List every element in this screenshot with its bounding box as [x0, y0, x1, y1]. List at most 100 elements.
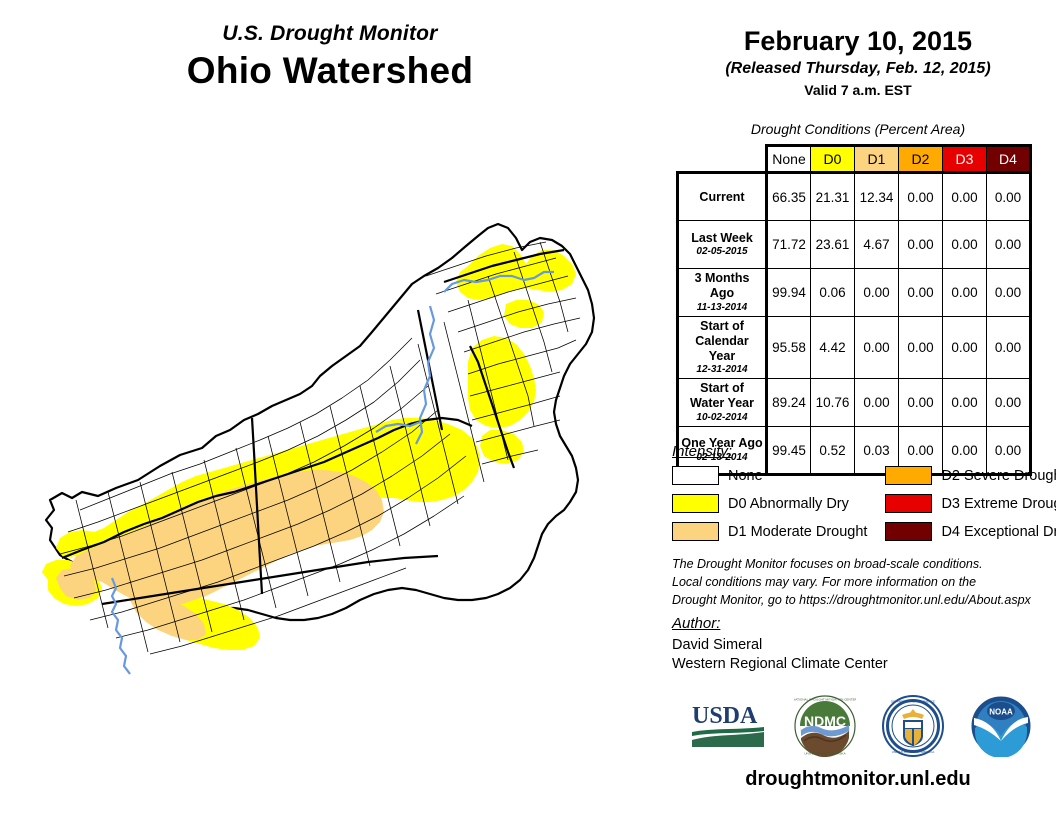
row-label-line: Start of: [700, 381, 744, 396]
state-border-in-oh: [250, 417, 264, 595]
state-border-ky-tn: [101, 554, 439, 606]
map-title-block: U.S. Drought Monitor Ohio Watershed: [0, 22, 660, 92]
intensity-swatch-right-2: [885, 522, 933, 541]
table-cell-none: 95.58: [765, 315, 811, 380]
table-cell-d1: 12.34: [854, 171, 899, 221]
intensity-label: D4 Exceptional Drought: [941, 523, 1056, 540]
intensity-label: D2 Severe Drought: [941, 467, 1056, 484]
row-label-line: Start of: [700, 319, 744, 333]
disclaimer-line-3: Drought Monitor, go to https://droughtmo…: [672, 592, 1031, 607]
table-header-none: None: [765, 144, 811, 173]
disclaimer-text: The Drought Monitor focuses on broad-sca…: [672, 556, 1056, 609]
region-title: Ohio Watershed: [186, 50, 474, 91]
table-header-d1: D1: [854, 144, 899, 173]
row-label-line: One Year Ago: [681, 436, 763, 451]
map-layers: [42, 222, 596, 675]
table-cell-d2: 0.00: [898, 378, 943, 428]
intensity-label: D1 Moderate Drought: [728, 523, 868, 540]
drought-conditions-table: None D0 D1 D2 D3 D4 Current 66.35 21.31 12.34 0.0…: [676, 144, 1032, 477]
intensity-swatch-left-2: [672, 522, 719, 541]
d0-region-northeast: [456, 244, 576, 300]
table-cell-none: 71.72: [765, 220, 811, 269]
disclaimer-line-1: The Drought Monitor focuses on broad-sca…: [672, 557, 983, 571]
d1-moderate-drought-layer: [56, 470, 384, 640]
river-upper: [415, 305, 436, 445]
row-label-line: Last Week: [691, 230, 753, 245]
row-label-date: 02-05-2015: [696, 246, 748, 258]
table-row-label: Start of Water Year 10-02-2014: [676, 378, 767, 428]
author-name: David Simeral: [672, 637, 763, 653]
table-cell-d3: 0.00: [942, 378, 987, 428]
valid-time: Valid 7 a.m. EST: [804, 82, 912, 98]
svg-text:USDA: USDA: [692, 703, 758, 729]
table-row-label: 3 Months Ago 11-13-2014: [676, 268, 767, 317]
table-header-d3: D3: [942, 144, 987, 173]
table-cell-d0: 10.76: [810, 378, 855, 428]
table-cell-d1: 0.00: [854, 378, 899, 428]
table-cell-d1: 4.67: [854, 220, 899, 269]
table-cell-d1: 0.03: [854, 426, 899, 477]
usdc-seal-logo: DEPARTMENT OF COMMERCE UNITED STATES OF …: [881, 695, 944, 757]
ndmc-logo: NDMC NATIONAL DROUGHT MITIGATION CENTER …: [794, 695, 856, 757]
table-caption: Drought Conditions (Percent Area): [750, 121, 966, 137]
table-row: Start of Water Year 10-02-2014 89.24 10.76 0.…: [676, 378, 1032, 428]
table-cell-d0: 23.61: [810, 220, 855, 269]
river-mississippi-ohio: [110, 577, 131, 675]
ohio-watershed-drought-map: [20, 180, 660, 700]
table-cell-d2: 0.00: [898, 315, 943, 380]
table-cell-d0: 4.42: [810, 315, 855, 380]
table-row-label: Start of Calendar Year 12-31-2014: [676, 315, 767, 380]
table-row: Start of Calendar Year 12-31-2014 95.58 4.42…: [676, 315, 1032, 380]
intensity-swatch-left-0: [672, 466, 719, 485]
author-block: Author: David Simeral Western Regional C…: [672, 615, 1056, 672]
table-corner-cell: [678, 146, 767, 173]
footer-url: droughtmonitor.unl.edu: [745, 768, 971, 790]
table-cell-d3: 0.00: [942, 315, 987, 380]
d1-region-core: [70, 470, 384, 606]
table-body: Current 66.35 21.31 12.34 0.00 0.00 0.00 Last W…: [676, 171, 1032, 477]
row-label-date: 12-31-2014: [696, 364, 748, 376]
table-cell-d4: 0.00: [986, 315, 1032, 380]
rivers-layer: [110, 270, 554, 675]
row-label-line: Current: [699, 189, 745, 204]
table-cell-d4: 0.00: [986, 268, 1032, 317]
table-cell-none: 99.45: [765, 426, 811, 477]
table-cell-d2: 0.00: [898, 220, 943, 269]
table-cell-d0: 0.06: [810, 268, 855, 317]
svg-text:UNITED STATES OF AMERICA: UNITED STATES OF AMERICA: [891, 750, 934, 754]
d1-region-southwest: [56, 568, 96, 600]
table-row: Last Week 02-05-2015 71.72 23.61 4.67 0.00 0.0…: [676, 220, 1032, 269]
intensity-legend-item: None: [672, 466, 867, 485]
svg-text:DEPARTMENT OF COMMERCE: DEPARTMENT OF COMMERCE: [890, 700, 934, 704]
table-cell-d1: 0.00: [854, 315, 899, 380]
state-border-pa-ny: [443, 248, 565, 284]
table-row-label: Current: [676, 171, 767, 221]
svg-text:NDMC: NDMC: [804, 713, 846, 729]
intensity-legend: Intensity: None D0 Abnormally Dry D1 Moder…: [672, 443, 1056, 541]
table-cell-d4: 0.00: [986, 171, 1032, 221]
intensity-column-left: None D0 Abnormally Dry D1 Moderate Drought: [672, 466, 867, 541]
state-border-wv-va: [469, 345, 516, 469]
program-title: U.S. Drought Monitor: [222, 22, 438, 45]
report-header: February 10, 2015 (Released Thursday, Fe…: [660, 26, 1056, 98]
table-cell-d3: 0.00: [942, 426, 987, 477]
report-date: February 10, 2015: [743, 26, 973, 56]
intensity-label: D3 Extreme Drought: [941, 495, 1056, 512]
row-label-line: Water Year: [690, 396, 754, 411]
state-border-ohio-river: [61, 416, 473, 560]
table-cell-none: 89.24: [765, 378, 811, 428]
table-cell-d3: 0.00: [942, 171, 987, 221]
noaa-logo: NOAA: [971, 696, 1030, 757]
table-cell-d2: 0.00: [898, 268, 943, 317]
intensity-swatch-left-1: [672, 494, 719, 513]
table-row: One Year Ago 02-13-2014 99.45 0.52 0.03 0.00 0…: [676, 426, 1032, 477]
table-cell-d3: 0.00: [942, 268, 987, 317]
disclaimer-line-2: Local conditions may vary. For more info…: [672, 574, 977, 589]
partner-logos: USDA NDMC NATIONAL DROUGHT MITIGATION CE…: [665, 692, 1056, 760]
usda-logo: USDA: [691, 703, 764, 747]
intensity-label: D0 Abnormally Dry: [728, 495, 849, 512]
intensity-legend-item: D3 Extreme Drought: [885, 494, 1056, 513]
svg-text:NATIONAL DROUGHT MITIGATION CE: NATIONAL DROUGHT MITIGATION CENTER: [794, 698, 856, 702]
intensity-legend-item: D0 Abnormally Dry: [672, 494, 867, 513]
